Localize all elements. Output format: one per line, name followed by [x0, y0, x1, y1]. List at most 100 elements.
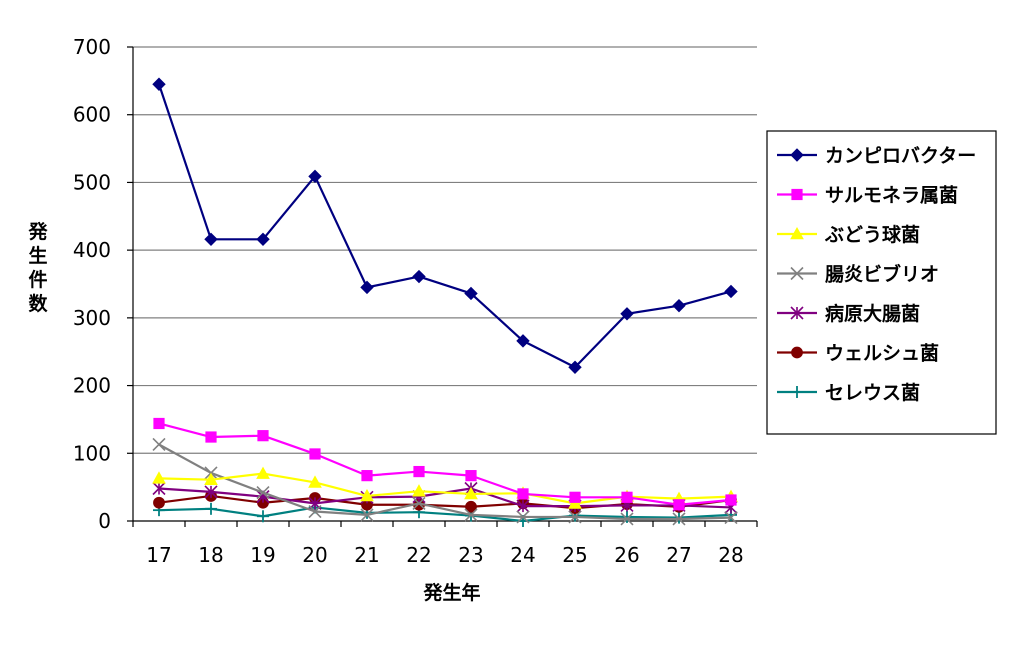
data-point	[465, 500, 477, 513]
data-point	[725, 494, 737, 506]
data-point	[672, 512, 686, 526]
data-point	[204, 232, 218, 247]
data-point	[360, 488, 374, 502]
data-point	[308, 475, 322, 488]
legend-item: カンピロバクター	[777, 145, 976, 167]
data-point	[464, 286, 478, 301]
x-tick-label: 22	[406, 543, 431, 567]
series-line	[158, 443, 732, 521]
legend-label: ウェルシュ菌	[825, 342, 939, 365]
legend-item: 腸炎ビブリオ	[777, 263, 939, 286]
data-point	[791, 188, 803, 201]
data-point	[790, 306, 804, 320]
data-point	[257, 510, 269, 523]
y-tick-label: 700	[73, 35, 111, 59]
y-tick-label: 0	[98, 509, 111, 533]
data-point	[361, 470, 373, 482]
data-point	[308, 504, 322, 519]
data-point	[256, 485, 270, 500]
data-point	[205, 502, 217, 515]
y-tick-label: 100	[73, 441, 111, 465]
legend-item: サルモネラ属菌	[777, 184, 958, 207]
data-point	[413, 465, 425, 478]
data-point	[569, 491, 581, 503]
data-point	[464, 486, 478, 500]
x-tick-label: 20	[302, 543, 327, 567]
data-point	[621, 491, 633, 503]
data-point	[673, 511, 685, 524]
legend-label: 腸炎ビブリオ	[825, 263, 939, 286]
data-point	[790, 266, 804, 281]
data-point	[568, 510, 582, 524]
axes	[127, 46, 758, 527]
data-point	[790, 226, 804, 240]
data-point	[412, 269, 426, 284]
data-point	[256, 232, 270, 247]
data-point	[673, 499, 685, 511]
series-2	[153, 417, 737, 511]
data-point	[360, 508, 374, 522]
data-point	[412, 496, 426, 510]
data-point	[568, 360, 582, 374]
data-point	[790, 148, 804, 162]
data-point	[620, 512, 634, 526]
legend-box	[766, 130, 997, 435]
x-axis-ticks: 17 18 19 20 21 22 23 24 25 26 27 28	[146, 543, 743, 567]
legend-item: ぶどう球菌	[777, 223, 920, 246]
data-point	[308, 169, 322, 184]
y-axis-title-char: 生	[28, 244, 47, 267]
data-point	[153, 496, 165, 509]
series-4	[152, 437, 738, 526]
legend-label: 病原大腸菌	[825, 302, 920, 325]
data-point	[516, 334, 530, 348]
data-point	[412, 484, 426, 497]
y-tick-label: 500	[73, 170, 111, 194]
series-line	[157, 83, 732, 369]
legend-item: 病原大腸菌	[777, 302, 920, 325]
data-point	[621, 510, 633, 523]
legend-item: ウェルシュ菌	[777, 342, 939, 365]
legend-label: カンピロバクター	[825, 145, 976, 167]
data-point	[516, 510, 530, 524]
data-point	[516, 499, 530, 513]
y-axis-title-char: 件	[28, 268, 47, 291]
y-tick-label: 400	[73, 238, 111, 262]
y-axis-title-char: 数	[28, 292, 48, 315]
y-axis-ticks: 0 100 200 300 400 500 600 700	[73, 35, 111, 533]
x-tick-label: 28	[718, 543, 743, 567]
data-point	[309, 448, 321, 460]
legend-label: セレウス菌	[825, 381, 920, 404]
data-point	[153, 417, 165, 430]
y-tick-label: 600	[73, 103, 111, 127]
data-point	[791, 346, 803, 359]
y-tick-label: 200	[73, 374, 111, 398]
series-line	[158, 472, 732, 505]
x-tick-label: 27	[666, 543, 691, 567]
x-tick-label: 18	[198, 543, 223, 567]
y-axis-title-char: 発	[27, 220, 48, 243]
data-point	[360, 280, 374, 295]
data-point	[672, 298, 686, 313]
gridlines	[133, 46, 757, 454]
data-point	[152, 77, 166, 91]
legend-label: サルモネラ属菌	[825, 184, 958, 207]
series-line	[158, 422, 732, 506]
data-point	[205, 431, 217, 443]
series-1	[152, 77, 738, 374]
x-axis-title: 発生年	[422, 581, 480, 604]
data-point	[517, 488, 529, 500]
data-point	[791, 386, 803, 398]
x-tick-label: 21	[354, 543, 379, 567]
data-point	[204, 485, 218, 499]
legend: カンピロバクターサルモネラ属菌ぶどう球菌腸炎ビブリオ病原大腸菌ウェルシュ菌セレウ…	[766, 130, 997, 435]
data-point	[152, 471, 166, 484]
x-tick-label: 19	[250, 543, 275, 567]
x-tick-label: 24	[510, 543, 535, 567]
legend-label: ぶどう球菌	[824, 223, 920, 246]
legend-item: セレウス菌	[777, 381, 920, 404]
data-point	[204, 472, 218, 485]
x-tick-label: 17	[146, 543, 171, 567]
x-tick-label: 26	[614, 543, 639, 567]
x-tick-label: 23	[458, 543, 483, 567]
x-tick-label: 25	[562, 543, 587, 567]
